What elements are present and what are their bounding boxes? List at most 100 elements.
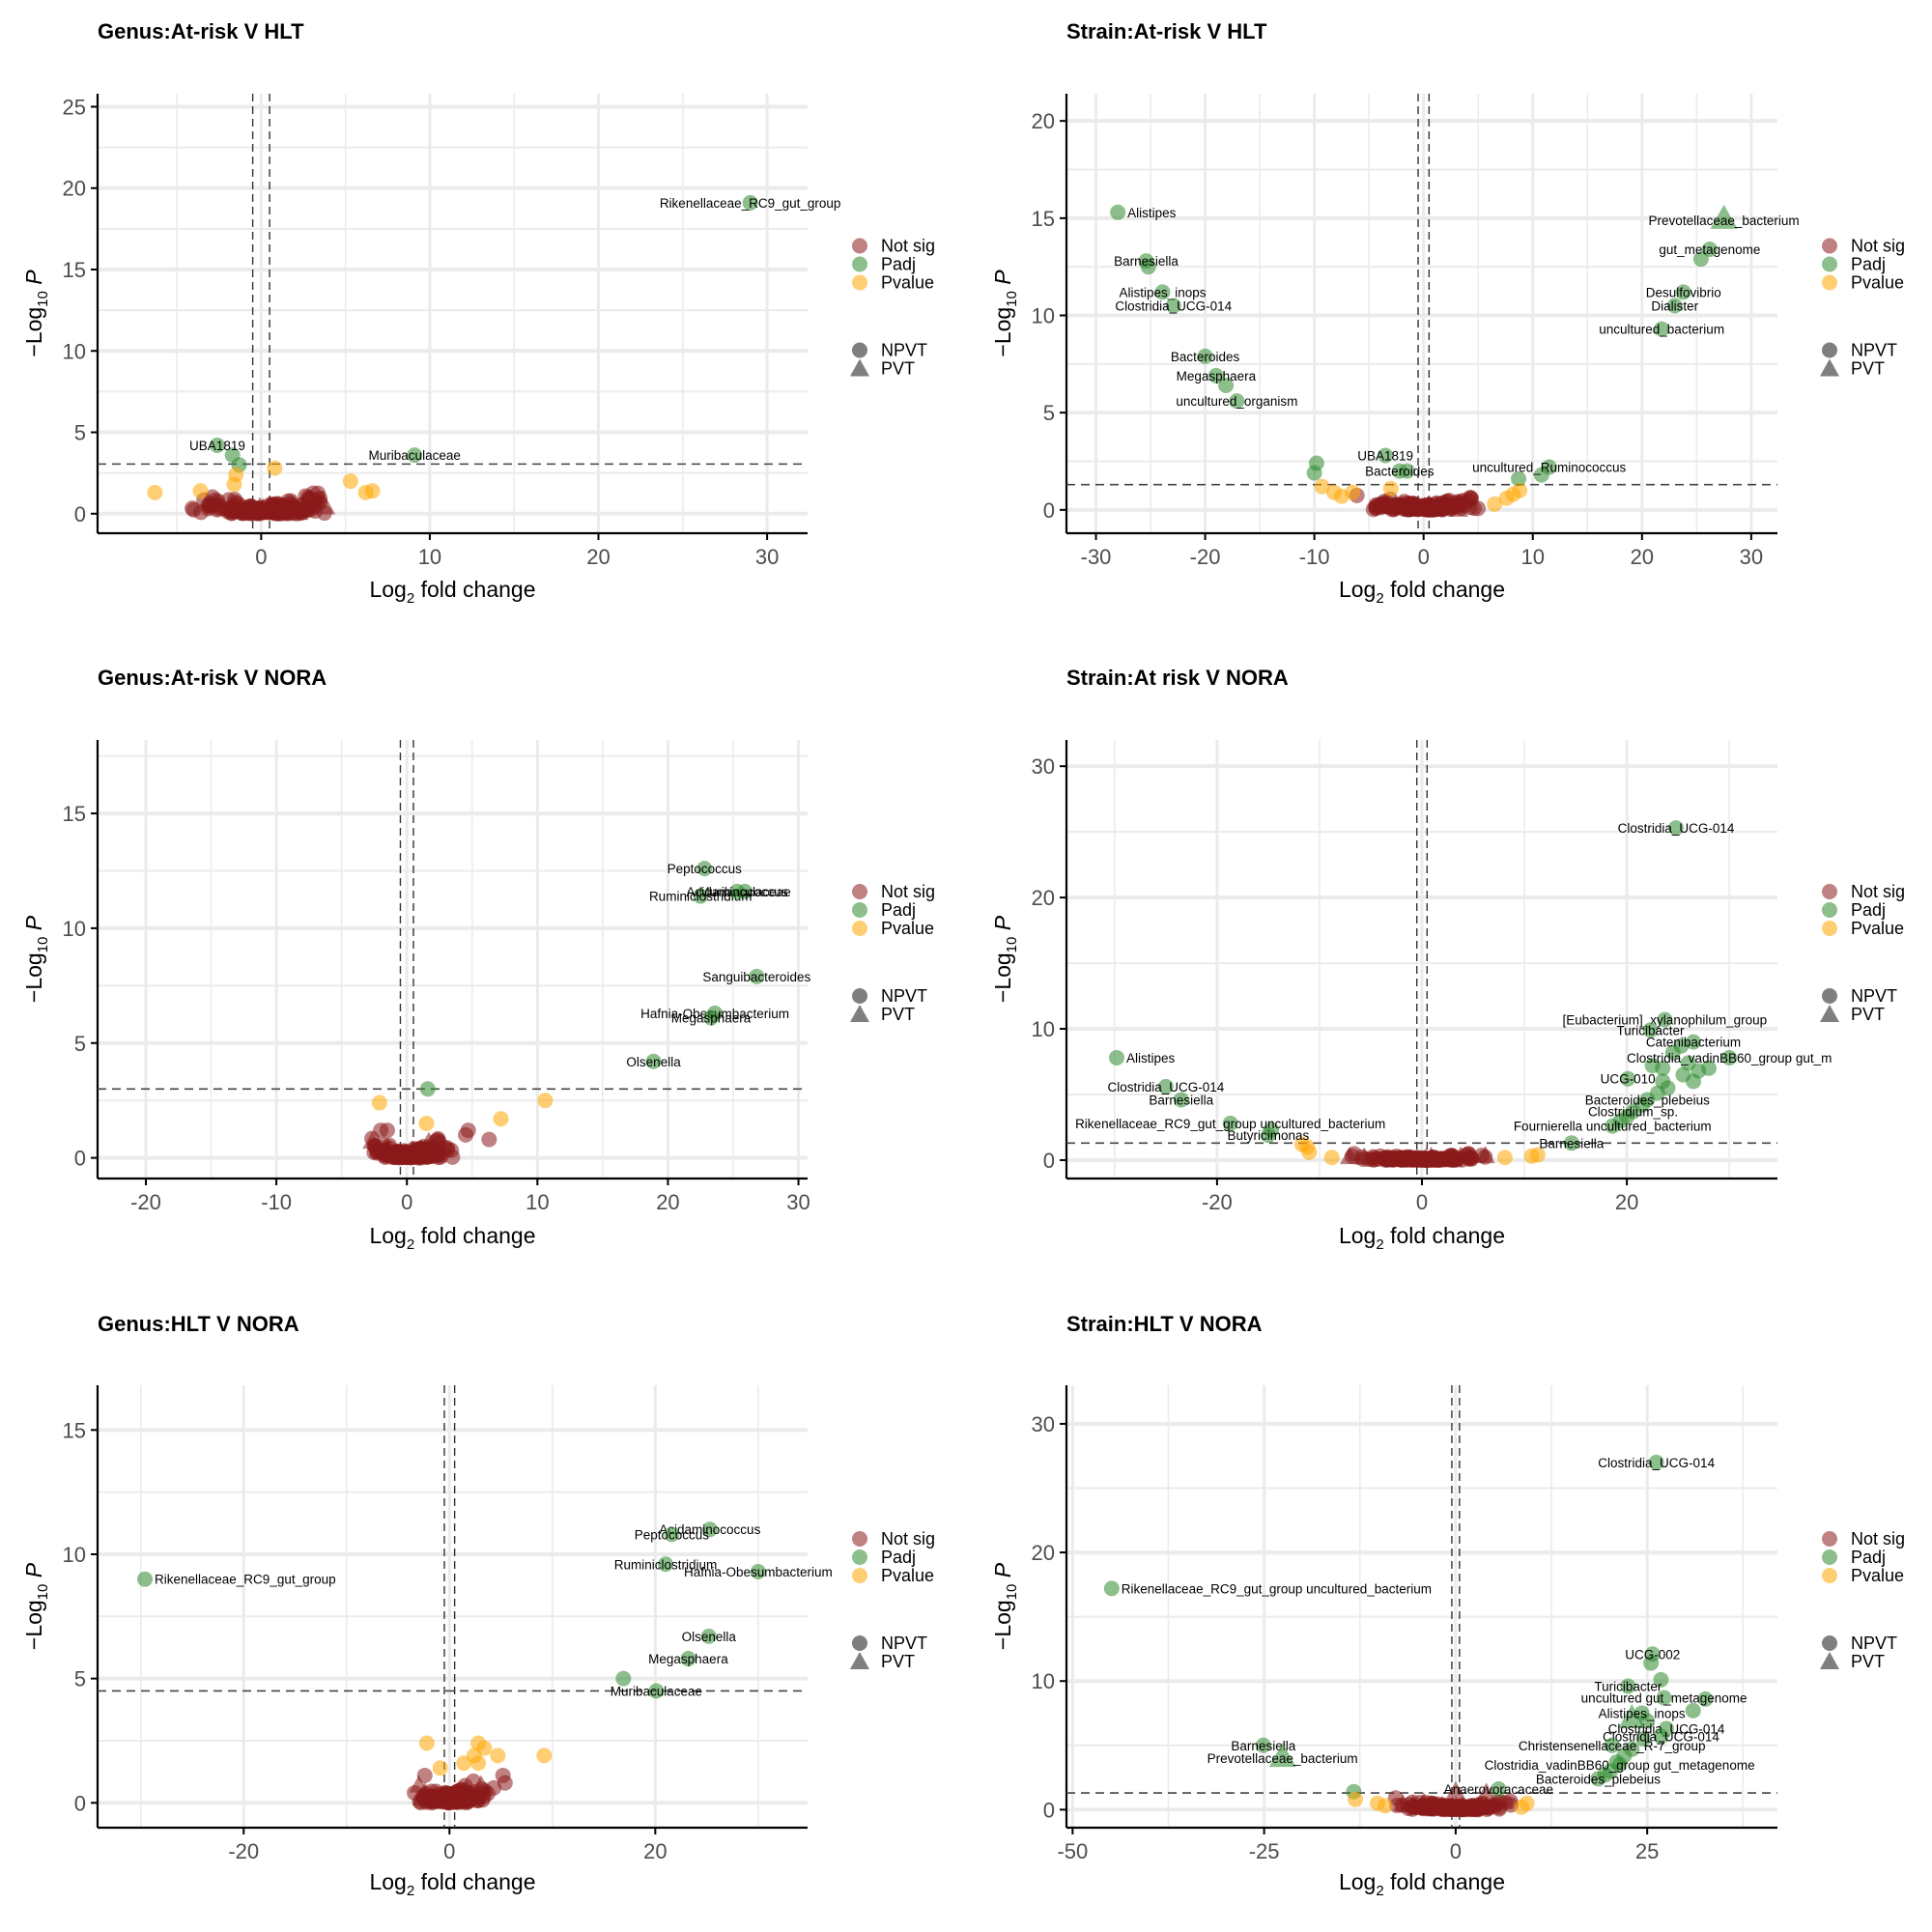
data-point	[342, 473, 358, 490]
point-label: Hafnia-Obesumbacterium	[684, 1565, 833, 1579]
data-point	[379, 1122, 395, 1139]
labeled-point	[1108, 1049, 1124, 1065]
legend-label: Not sig	[881, 237, 935, 256]
data-point	[1368, 498, 1384, 515]
x-tick-label: 10	[1521, 545, 1545, 569]
labeled-point	[1620, 1678, 1636, 1694]
labeled-point	[1541, 459, 1557, 475]
legend-swatch-padj	[852, 902, 867, 918]
x-tick-label: 30	[755, 545, 779, 569]
y-tick-label: 15	[1032, 207, 1055, 231]
data-point	[1496, 1150, 1513, 1166]
x-tick-label: 10	[418, 545, 441, 569]
x-tick-label: -20	[130, 1190, 161, 1214]
point-label: Rikenellaceae_RC9_gut_group	[155, 1573, 336, 1587]
data-point	[1418, 1151, 1435, 1168]
legend-label: Not sig	[881, 882, 935, 901]
labeled-point	[1260, 1127, 1276, 1144]
legend-circle-icon	[852, 342, 867, 358]
point-label: Turicibacter	[1594, 1680, 1662, 1694]
point-label: uncultured_bacterium	[1599, 323, 1724, 337]
point-label: Clostridium_sp.	[1588, 1105, 1678, 1120]
data-point	[300, 491, 317, 507]
labeled-point	[1378, 447, 1394, 464]
y-tick-label: 5	[1043, 401, 1055, 425]
labeled-point	[1165, 298, 1181, 314]
point-label: Clostridia_UCG-014	[1115, 298, 1232, 313]
legend-circle-icon	[1822, 342, 1837, 358]
data-point	[192, 483, 209, 499]
data-point	[418, 1735, 435, 1751]
x-tick-label: 30	[786, 1190, 810, 1214]
legend-swatch-pvalue	[852, 274, 867, 291]
point-label: Clostridia_UCG-014	[1598, 1456, 1715, 1470]
labeled-point	[1103, 1580, 1120, 1597]
labeled-point	[1657, 1011, 1673, 1028]
volcano-panel-2: Strain:At-risk V HLT -30 -20 -10 0 10 20 30 0 5 10…	[990, 19, 1905, 607]
point-label: Desulfovibrio	[1646, 285, 1721, 299]
data-point	[1653, 1671, 1669, 1688]
data-point	[1685, 1702, 1701, 1719]
labeled-point	[1656, 1690, 1672, 1706]
point-label: Alistipes	[1126, 1051, 1176, 1065]
y-tick-label: 5	[74, 1032, 86, 1056]
legend-swatch-padj	[1822, 256, 1837, 272]
data-point	[1396, 1150, 1412, 1166]
y-tick-label: 10	[63, 1543, 86, 1567]
legend-triangle-icon	[850, 358, 869, 377]
labeled-point	[1701, 242, 1718, 258]
y-tick-label: 0	[74, 1147, 86, 1171]
labeled-point	[658, 1556, 673, 1573]
data-point-triangle	[1618, 1704, 1646, 1729]
data-point	[1686, 1073, 1702, 1090]
point-label: Ruminiclostridium	[614, 1557, 718, 1572]
data-point	[366, 1138, 383, 1154]
labeled-point	[696, 861, 713, 877]
labeled-point	[1634, 1705, 1650, 1721]
labeled-point	[645, 1053, 662, 1069]
x-tick-label: -10	[1299, 545, 1330, 569]
volcano-panel-1: Genus:At-risk V HLT 0 10 20 30 0 5 10 15 20 25 Log2…	[21, 19, 935, 607]
labeled-point	[1644, 1646, 1661, 1662]
point-label: Alistipes_inops	[1599, 1707, 1686, 1721]
data-point-triangle	[1441, 1781, 1469, 1806]
panel-title: Strain:At risk V NORA	[1066, 666, 1289, 690]
legend-label: Pvalue	[1851, 1566, 1904, 1585]
point-label: Barnesiella	[1149, 1093, 1213, 1107]
point-label: Muribaculaceae	[611, 1684, 702, 1698]
labeled-point	[1255, 1737, 1271, 1753]
x-tick-label: -20	[1190, 545, 1221, 569]
labeled-point	[1605, 1118, 1621, 1134]
point-label: Olsenella	[682, 1630, 737, 1644]
x-tick-label: 0	[1450, 1839, 1462, 1863]
point-label: Anaerovoracaceae	[1444, 1782, 1553, 1797]
point-label: UBA1819	[189, 439, 245, 453]
legend-label: PVT	[1851, 1005, 1885, 1024]
legend-swatch-pvalue	[852, 1568, 867, 1583]
labeled-point	[1491, 1781, 1507, 1798]
labeled-point	[1157, 1078, 1174, 1094]
point-label: Bacteroides_plebeius	[1536, 1772, 1661, 1786]
legend-swatch-padj	[852, 256, 867, 272]
point-label: Alistipes_inops	[1119, 285, 1206, 299]
point-label: uncultured gut_metagenome	[1581, 1691, 1747, 1706]
point-label: gut_metagenome	[1659, 242, 1760, 257]
data-point	[1427, 501, 1443, 518]
point-label: Muribaculaceae	[698, 885, 790, 899]
data-point	[225, 502, 242, 519]
y-axis-label: −Log10 P	[21, 1562, 51, 1650]
legend-swatch-padj	[852, 1549, 867, 1565]
labeled-point	[1686, 1034, 1702, 1050]
data-point	[1306, 465, 1322, 481]
labeled-point	[1110, 204, 1126, 220]
legend-circle-icon	[852, 988, 867, 1004]
point-label: Peptococcus	[668, 862, 743, 876]
y-tick-label: 20	[1032, 109, 1055, 133]
volcano-panel-6: Strain:HLT V NORA -50 -25 0 25 0 10 20 30 Log2 fo…	[990, 1312, 1905, 1899]
legend-label: PVT	[1851, 359, 1885, 379]
data-point	[615, 1670, 632, 1687]
y-axis-label: −Log10 P	[990, 915, 1020, 1003]
data-point	[456, 1755, 472, 1772]
